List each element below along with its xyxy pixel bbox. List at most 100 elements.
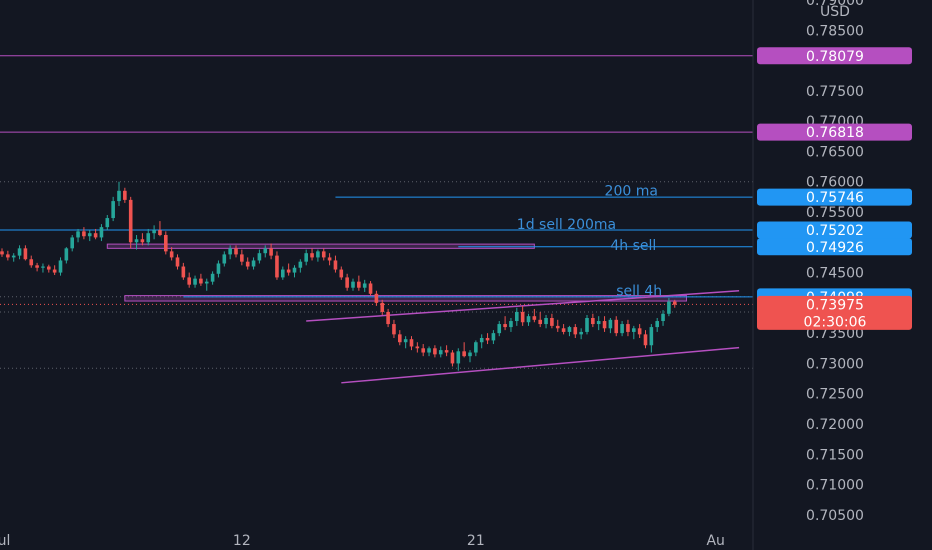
candle-body — [17, 248, 22, 256]
candle-body — [292, 267, 297, 273]
candle-body — [585, 318, 589, 332]
candle-body — [35, 265, 39, 268]
candle-body — [596, 321, 601, 325]
candle-115 — [672, 299, 677, 308]
candle-77 — [450, 350, 455, 367]
candle-91 — [532, 308, 537, 323]
candle-15 — [87, 230, 92, 242]
candle-body — [643, 334, 648, 346]
candle-body — [661, 313, 665, 322]
candle-body — [462, 351, 466, 357]
candle-body — [333, 260, 338, 270]
candle-body — [269, 248, 273, 256]
candle-104 — [608, 318, 613, 334]
candle-26 — [152, 225, 156, 240]
candle-body — [87, 233, 92, 237]
candle-29 — [169, 247, 174, 261]
candle-body — [187, 277, 191, 285]
y-tick-label: 0.75500 — [806, 205, 864, 221]
candle-body — [64, 248, 69, 261]
candle-114 — [667, 298, 671, 317]
candle-18 — [105, 215, 110, 231]
candle-19 — [111, 196, 115, 222]
candle-body — [281, 269, 285, 278]
candle-89 — [520, 305, 525, 326]
candle-body — [275, 255, 279, 278]
candle-93 — [544, 314, 548, 329]
candle-body — [321, 251, 326, 258]
candle-body — [444, 350, 449, 353]
candle-body — [456, 351, 461, 364]
candle-body — [52, 269, 57, 273]
candle-44 — [257, 249, 262, 264]
candle-41 — [240, 249, 244, 266]
candle-body — [520, 311, 525, 323]
candle-92 — [538, 311, 542, 328]
candle-90 — [526, 313, 531, 326]
candle-46 — [269, 243, 273, 260]
candle-43 — [251, 257, 256, 270]
candle-body — [134, 239, 139, 243]
candle-body — [544, 318, 548, 325]
price-tag-1-bg — [757, 123, 912, 141]
candle-110 — [643, 330, 648, 349]
candle-64 — [374, 290, 379, 306]
candle-13 — [76, 228, 80, 243]
candle-body — [427, 348, 431, 353]
candle-4 — [23, 245, 28, 261]
price-axis[interactable]: 0.790000.785000.775000.770000.765000.760… — [806, 0, 864, 524]
candle-body — [374, 293, 379, 303]
candle-11 — [64, 247, 69, 264]
candle-body — [47, 266, 51, 270]
candle-32 — [187, 272, 191, 288]
price-tag-0: 0.78079 — [757, 47, 912, 65]
candle-body — [0, 251, 4, 255]
y-tick-label: 0.73000 — [806, 356, 864, 372]
candle-body — [93, 233, 98, 238]
candle-82 — [479, 334, 484, 349]
candle-body — [620, 324, 624, 334]
price-tag-1: 0.76818 — [757, 123, 912, 141]
candle-56 — [327, 253, 332, 266]
candle-17 — [99, 224, 104, 242]
candle-body — [392, 324, 396, 335]
candle-113 — [661, 310, 665, 326]
candle-103 — [602, 316, 607, 332]
candle-body — [672, 301, 677, 305]
candle-101 — [591, 313, 595, 328]
price-tag-2-bg — [757, 188, 912, 206]
candle-30 — [175, 254, 180, 270]
price-tag-3: 0.75202 — [757, 221, 912, 239]
candle-body — [550, 318, 554, 326]
candle-12 — [70, 235, 74, 252]
candle-60 — [351, 278, 355, 291]
candle-42 — [245, 257, 250, 270]
current-price-tag-bg — [757, 295, 912, 330]
x-tick-label: Au — [706, 533, 724, 549]
candle-body — [99, 227, 104, 238]
candle-21 — [123, 187, 127, 203]
candle-body — [316, 251, 320, 258]
time-axis[interactable]: Jul 12 21 Au — [0, 533, 725, 549]
candle-23 — [134, 235, 139, 250]
candle-body — [438, 350, 443, 355]
candle-body — [655, 321, 659, 328]
candle-68 — [398, 330, 402, 346]
candle-107 — [626, 319, 630, 337]
candle-96 — [561, 324, 566, 335]
candle-body — [251, 260, 256, 267]
candle-9 — [52, 265, 57, 275]
price-tag-4: 0.74926 — [757, 238, 912, 256]
candle-body — [474, 342, 478, 353]
candle-74 — [433, 345, 437, 358]
candle-body — [263, 248, 268, 254]
candle-body — [538, 319, 542, 325]
candle-81 — [474, 340, 478, 357]
candle-body — [29, 259, 34, 266]
y-tick-label: 0.76000 — [806, 175, 864, 191]
candle-body — [450, 352, 455, 364]
candle-body — [503, 324, 507, 328]
candle-body — [433, 348, 437, 355]
